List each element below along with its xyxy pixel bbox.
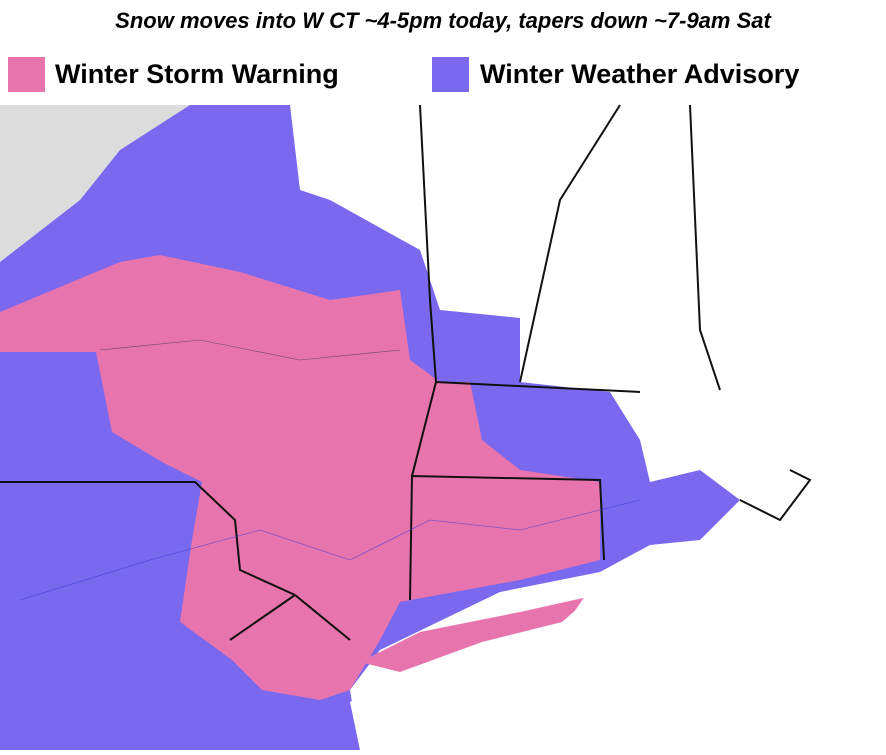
legend-swatch	[8, 57, 45, 92]
state-border	[689, 104, 721, 391]
legend-label: Winter Weather Advisory	[480, 59, 799, 89]
warning-area	[360, 596, 592, 672]
cape-cod	[739, 469, 812, 522]
state-border	[409, 474, 605, 601]
legend-label: Winter Storm Warning	[55, 59, 339, 89]
county-lines	[99, 339, 401, 361]
title: Snow moves into W CT ~4-5pm today, taper…	[115, 8, 772, 33]
lake-area	[0, 105, 190, 262]
roads	[19, 499, 641, 601]
state-border	[519, 104, 621, 383]
state-border	[0, 481, 351, 641]
warning-area	[0, 255, 600, 700]
state-border	[229, 594, 296, 641]
state-border	[419, 104, 437, 383]
map	[0, 104, 886, 750]
ocean	[350, 500, 886, 750]
legend-swatch	[432, 57, 469, 92]
